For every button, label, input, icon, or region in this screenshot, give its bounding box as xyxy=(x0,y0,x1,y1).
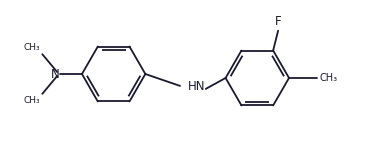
Text: CH₃: CH₃ xyxy=(320,73,338,83)
Text: F: F xyxy=(275,15,281,28)
Text: HN: HN xyxy=(188,80,205,93)
Text: CH₃: CH₃ xyxy=(24,43,40,52)
Text: CH₃: CH₃ xyxy=(24,96,40,105)
Text: N: N xyxy=(51,68,59,81)
